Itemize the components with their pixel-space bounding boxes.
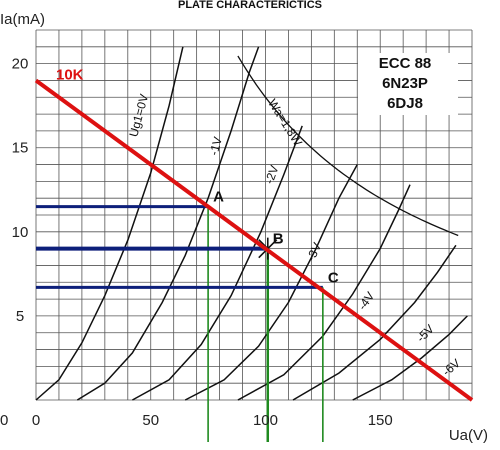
curve-label: -5V	[414, 322, 437, 345]
plate-curves	[35, 46, 468, 401]
curve-ug0	[35, 46, 184, 401]
y-axis-title: Ia(mA)	[0, 11, 45, 28]
y-tick-label: 5	[16, 308, 24, 325]
max-dissipation-label: Wa=1,8W	[265, 96, 305, 149]
curve-ug2	[132, 125, 303, 401]
y-origin-label: 0	[0, 412, 8, 429]
point-label-b: B	[273, 231, 284, 248]
tube-label-2: 6N23P	[382, 75, 428, 92]
curve-label: -4V	[355, 289, 377, 312]
y-tick-label: 10	[12, 224, 29, 241]
curve-label: -1V	[207, 135, 225, 157]
x-axis-title: Ua(V)	[449, 427, 488, 444]
load-line	[34, 78, 474, 402]
curve-ug3	[184, 164, 358, 401]
curve-ug4	[237, 184, 411, 401]
x-tick-label: 50	[142, 412, 159, 429]
curve-label: -3V	[304, 241, 325, 264]
chart-title: PLATE CHARACTERICTICS	[178, 0, 322, 11]
point-label-a: A	[213, 189, 224, 206]
tube-label-1: ECC 88	[379, 55, 432, 72]
tube-label-3: 6DJ8	[387, 95, 423, 112]
y-tick-label: 20	[12, 56, 29, 73]
curve-label: Ug1=0V	[126, 93, 151, 139]
curve-ug1	[76, 46, 260, 401]
x-tick-label: 0	[32, 412, 40, 429]
curve-label: -2V	[262, 163, 282, 185]
point-label-c: C	[328, 269, 339, 286]
max-dissipation-curve	[237, 55, 459, 237]
x-tick-label: 150	[368, 412, 393, 429]
curve-ug5	[292, 244, 457, 401]
curve-label: -6V	[440, 356, 463, 379]
x-tick-label: 100	[253, 412, 278, 429]
tube-label-box	[358, 53, 458, 115]
curve-ug6	[352, 315, 468, 401]
load-line-group: 10K	[34, 66, 474, 402]
operating-point-markers	[36, 205, 324, 442]
load-line-label: 10K	[56, 66, 84, 83]
y-tick-label: 15	[12, 140, 29, 157]
